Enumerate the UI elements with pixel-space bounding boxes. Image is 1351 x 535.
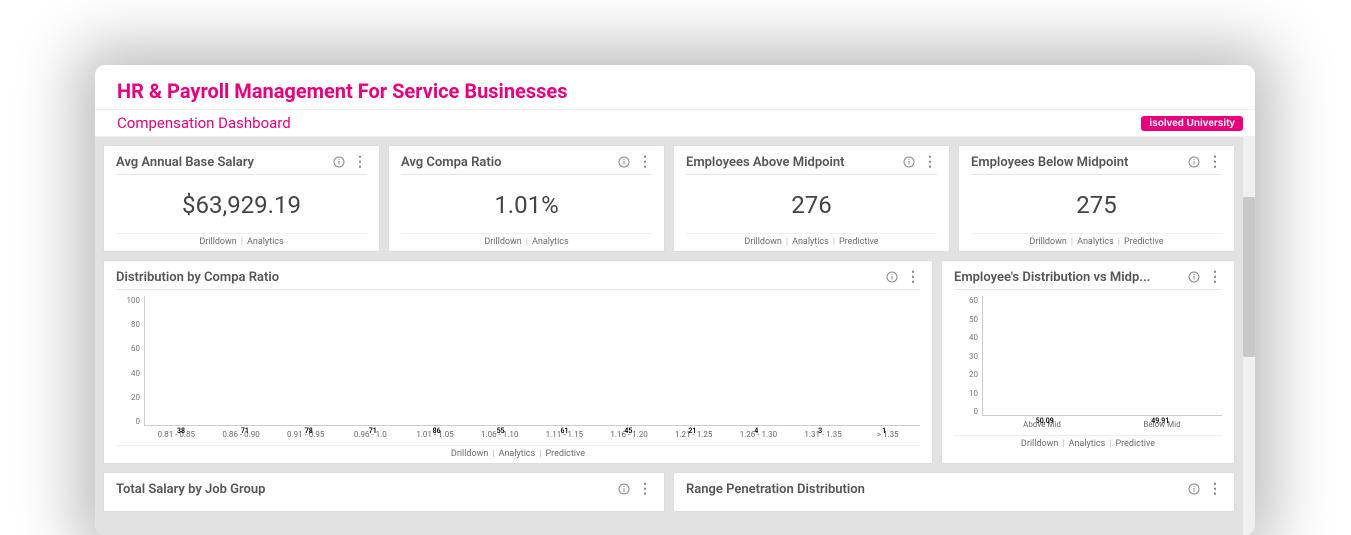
ytick: 30	[954, 352, 978, 361]
ytick: 0	[954, 407, 978, 416]
kpi-title: Employees Above Midpoint	[686, 155, 845, 170]
analytics-link[interactable]: Analytics	[792, 237, 829, 247]
bottom-row: Total Salary by Job Group ⋮ Range Penetr…	[103, 472, 1247, 512]
bar-value-label: 38	[177, 427, 185, 435]
kpi-row: Avg Annual Base Salary ⋮ $63,929.19 Dril…	[103, 145, 1247, 252]
chart-title: Distribution by Compa Ratio	[116, 270, 279, 285]
ytick: 0	[116, 417, 140, 426]
midpoint-chart-card: Employee's Distribution vs Midp... ⋮ 60 5…	[941, 260, 1235, 464]
more-icon[interactable]: ⋮	[353, 154, 367, 170]
kpi-value: 275	[971, 181, 1222, 233]
analytics-link[interactable]: Analytics	[247, 237, 284, 247]
drilldown-link[interactable]: Drilldown	[451, 449, 488, 459]
kpi-card-avg-salary: Avg Annual Base Salary ⋮ $63,929.19 Dril…	[103, 145, 380, 252]
drilldown-link[interactable]: Drilldown	[484, 237, 521, 247]
more-icon[interactable]: ⋮	[1208, 481, 1222, 497]
info-icon[interactable]	[1188, 271, 1200, 283]
bar-value-label: 71	[241, 427, 249, 435]
card-title: Total Salary by Job Group	[116, 482, 265, 497]
midpoint-chart: 6050403020100 50.0949.91	[954, 296, 1222, 416]
info-icon[interactable]	[618, 483, 630, 495]
bar-value-label: 55	[497, 427, 505, 435]
predictive-link[interactable]: Predictive	[545, 449, 585, 459]
dashboard-body: Avg Annual Base Salary ⋮ $63,929.19 Dril…	[95, 137, 1255, 535]
card-title: Range Penetration Distribution	[686, 482, 865, 497]
isolved-university-button[interactable]: isolved University	[1141, 116, 1243, 131]
ytick: 60	[116, 344, 140, 353]
predictive-link[interactable]: Predictive	[1124, 237, 1164, 247]
bar-value-label: 61	[560, 427, 568, 435]
drilldown-link[interactable]: Drilldown	[744, 237, 781, 247]
ytick: 60	[954, 296, 978, 305]
kpi-title: Avg Annual Base Salary	[116, 155, 254, 170]
more-icon[interactable]: ⋮	[906, 269, 920, 285]
bar-value-label: 3	[818, 427, 822, 435]
kpi-card-above-midpoint: Employees Above Midpoint ⋮ 276 Drilldown…	[673, 145, 950, 252]
ytick: 20	[116, 393, 140, 402]
analytics-link[interactable]: Analytics	[1077, 237, 1114, 247]
info-icon[interactable]	[333, 156, 345, 168]
info-icon[interactable]	[1188, 156, 1200, 168]
more-icon[interactable]: ⋮	[1208, 154, 1222, 170]
chart-title: Employee's Distribution vs Midp...	[954, 270, 1150, 285]
range-penetration-card: Range Penetration Distribution ⋮	[673, 472, 1235, 512]
more-icon[interactable]: ⋮	[923, 154, 937, 170]
kpi-title: Employees Below Midpoint	[971, 155, 1128, 170]
bar-value-label: 49.91	[1151, 417, 1169, 425]
ytick: 80	[116, 320, 140, 329]
ytick: 10	[954, 389, 978, 398]
total-salary-card: Total Salary by Job Group ⋮	[103, 472, 665, 512]
info-icon[interactable]	[618, 156, 630, 168]
bar-value-label: 50.09	[1036, 417, 1054, 425]
more-icon[interactable]: ⋮	[638, 154, 652, 170]
app-frame: HR & Payroll Management For Service Busi…	[95, 65, 1255, 535]
xtick: 1.31 - 1.35	[791, 430, 856, 439]
drilldown-link[interactable]: Drilldown	[1029, 237, 1066, 247]
more-icon[interactable]: ⋮	[638, 481, 652, 497]
ytick: 100	[116, 296, 140, 305]
ytick: 40	[954, 333, 978, 342]
ytick: 20	[954, 370, 978, 379]
dashboard-title: Compensation Dashboard	[117, 114, 291, 132]
kpi-value: 276	[686, 181, 937, 233]
bar-value-label: 1	[882, 427, 886, 435]
bar-value-label: 71	[369, 427, 377, 435]
scrollbar-thumb[interactable]	[1243, 197, 1255, 357]
kpi-title: Avg Compa Ratio	[401, 155, 501, 170]
analytics-link[interactable]: Analytics	[532, 237, 569, 247]
xtick: > 1.35	[855, 430, 920, 439]
kpi-value: $63,929.19	[116, 181, 367, 233]
analytics-link[interactable]: Analytics	[499, 449, 536, 459]
bar-value-label: 4	[754, 427, 758, 435]
drilldown-link[interactable]: Drilldown	[1021, 439, 1058, 449]
kpi-value: 1.01%	[401, 181, 652, 233]
info-icon[interactable]	[1188, 483, 1200, 495]
info-icon[interactable]	[903, 156, 915, 168]
analytics-link[interactable]: Analytics	[1069, 439, 1106, 449]
more-icon[interactable]: ⋮	[1208, 269, 1222, 285]
bar-value-label: 78	[305, 427, 313, 435]
page-title: HR & Payroll Management For Service Busi…	[95, 65, 1255, 109]
kpi-card-compa-ratio: Avg Compa Ratio ⋮ 1.01% Drilldown | Anal…	[388, 145, 665, 252]
predictive-link[interactable]: Predictive	[1115, 439, 1155, 449]
kpi-card-below-midpoint: Employees Below Midpoint ⋮ 275 Drilldown…	[958, 145, 1235, 252]
ytick: 40	[116, 369, 140, 378]
bar-value-label: 21	[688, 427, 696, 435]
bar-value-label: 45	[624, 427, 632, 435]
compa-ratio-chart-card: Distribution by Compa Ratio ⋮ 1008060402…	[103, 260, 933, 464]
info-icon[interactable]	[886, 271, 898, 283]
xtick: 1.26 - 1.30	[726, 430, 791, 439]
scrollbar-track[interactable]	[1243, 137, 1255, 535]
ytick: 50	[954, 315, 978, 324]
drilldown-link[interactable]: Drilldown	[199, 237, 236, 247]
compa-chart: 100806040200 387178718655614521431	[116, 296, 920, 426]
charts-row: Distribution by Compa Ratio ⋮ 1008060402…	[103, 260, 1247, 464]
predictive-link[interactable]: Predictive	[839, 237, 879, 247]
kpi-foot: Drilldown | Analytics	[116, 233, 367, 247]
sub-header: Compensation Dashboard isolved Universit…	[95, 109, 1255, 137]
bar-value-label: 86	[433, 427, 441, 435]
